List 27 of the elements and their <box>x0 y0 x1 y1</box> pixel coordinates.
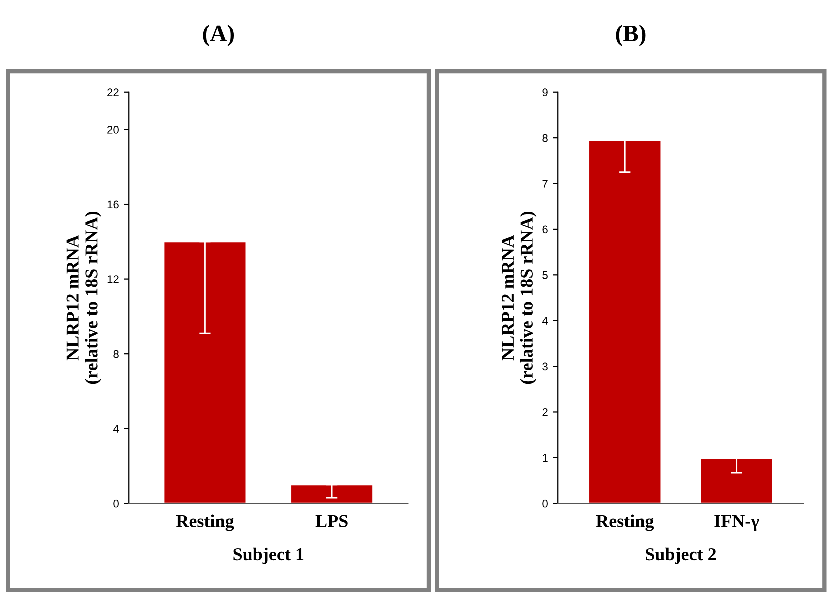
y-tick-label: 0 <box>114 500 119 508</box>
y-axis-title: NLRP12 mRNA (relative to 18S rRNA) <box>66 212 102 384</box>
y-tick-label: 16 <box>108 200 119 209</box>
x-tick-label: Resting <box>176 514 234 532</box>
y-tick-label: 6 <box>542 226 548 234</box>
chart-title: (A) <box>203 25 234 46</box>
x-tick-label: IFN-γ <box>714 515 760 532</box>
y-tick-label: 7 <box>542 180 548 188</box>
y-tick-label: 22 <box>108 88 119 96</box>
y-tick-label: 0 <box>542 500 548 508</box>
y-tick-label: 20 <box>108 126 119 134</box>
y-tick-label: 3 <box>542 362 548 371</box>
y-tick-label: 8 <box>114 350 119 358</box>
y-tick-label: 12 <box>108 276 119 284</box>
x-tick-label: LPS <box>316 515 348 528</box>
y-tick-label: 4 <box>542 317 548 325</box>
x-axis-title: Subject 1 <box>234 548 304 564</box>
y-tick-label: 1 <box>543 454 548 462</box>
y-tick-label: 4 <box>113 425 120 433</box>
x-tick-label: Resting <box>596 514 654 532</box>
x-axis-title: Subject 2 <box>646 548 716 564</box>
y-axis-title: NLRP12 mRNA (relative to 18S rRNA) <box>502 212 537 384</box>
y-tick-label: 2 <box>542 408 548 416</box>
y-tick-label: 5 <box>542 272 548 280</box>
chart-title: (B) <box>616 25 646 46</box>
y-tick-label: 9 <box>542 88 548 97</box>
y-tick-label: 8 <box>542 134 548 142</box>
